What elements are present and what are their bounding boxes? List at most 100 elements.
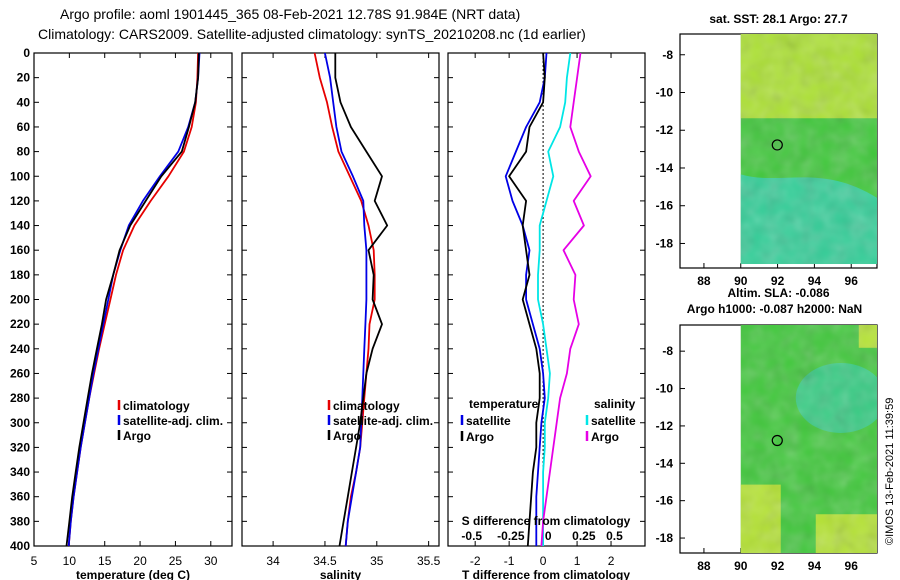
difference-xlabel: T difference from climatology bbox=[462, 568, 630, 580]
x-tick-label: 35 bbox=[370, 554, 384, 568]
temperature-series-argo bbox=[65, 52, 200, 547]
y-tick-label: 260 bbox=[10, 366, 30, 380]
y-tick-label: 0 bbox=[23, 46, 30, 60]
y-tick-label: 300 bbox=[10, 416, 30, 430]
title-line-1: Argo profile: aoml 1901445_365 08-Feb-20… bbox=[60, 6, 521, 22]
salinity-series-argo bbox=[334, 53, 389, 547]
x-tick-label: 1 bbox=[574, 554, 581, 568]
salinity-legend-1: satellite-adj. clim. bbox=[333, 414, 433, 428]
map-x-tick-label: 92 bbox=[771, 274, 785, 288]
map-x-tick-label: 90 bbox=[734, 559, 748, 573]
map-y-tick-label: -12 bbox=[656, 123, 674, 137]
argo-position-marker bbox=[771, 139, 783, 151]
s-tick-label: 0.25 bbox=[572, 529, 596, 543]
map-x-tick-label: 96 bbox=[845, 559, 859, 573]
map-x-tick-label: 90 bbox=[734, 274, 748, 288]
temperature-legend-2: Argo bbox=[123, 429, 151, 443]
difference-legend-s-satellite: satellite bbox=[591, 414, 636, 428]
y-tick-label: 20 bbox=[17, 71, 31, 85]
y-tick-label: 280 bbox=[10, 391, 30, 405]
salinity-series-satellite-adj-clim- bbox=[324, 52, 368, 547]
x-tick-label: 5 bbox=[31, 554, 38, 568]
map-y-tick-label: -14 bbox=[656, 456, 674, 470]
x-tick-label: -1 bbox=[504, 554, 515, 568]
temperature-frame bbox=[33, 52, 233, 547]
map-x-tick-label: 92 bbox=[771, 559, 785, 573]
y-tick-label: 340 bbox=[10, 465, 30, 479]
difference-series-satellite-salinity bbox=[537, 52, 572, 546]
x-tick-label: 20 bbox=[133, 554, 147, 568]
difference-legend-t-argo: Argo bbox=[466, 430, 494, 444]
x-tick-label: 30 bbox=[204, 554, 218, 568]
x-tick-label: -2 bbox=[470, 554, 481, 568]
x-tick-label: 35.5 bbox=[417, 554, 441, 568]
map-x-tick-label: 94 bbox=[808, 274, 822, 288]
y-tick-label: 360 bbox=[10, 490, 30, 504]
difference-xlabel-top: S difference from climatology bbox=[462, 514, 631, 528]
s-tick-label: -0.25 bbox=[497, 529, 525, 543]
argo-position-marker bbox=[771, 434, 783, 447]
sla_map-field bbox=[740, 325, 877, 553]
map-y-tick-label: -16 bbox=[656, 199, 674, 213]
salinity-legend-0: climatology bbox=[333, 399, 400, 413]
y-tick-label: 180 bbox=[10, 268, 30, 282]
difference-series-argo-temperature bbox=[508, 52, 546, 547]
sla_map-subtitle: Argo h1000: -0.087 h2000: NaN bbox=[687, 302, 862, 316]
difference-series-satellite-temperature bbox=[504, 52, 548, 546]
legend-temperature-heading: temperature bbox=[469, 397, 539, 411]
temperature-xlabel: temperature (deg C) bbox=[76, 568, 190, 580]
difference-series-argo-salinity bbox=[540, 52, 592, 547]
y-tick-label: 100 bbox=[10, 169, 30, 183]
y-tick-label: 200 bbox=[10, 293, 30, 307]
x-tick-label: 34.5 bbox=[313, 554, 337, 568]
map-y-tick-label: -8 bbox=[662, 344, 673, 358]
sst_map-texture bbox=[740, 34, 877, 264]
y-tick-label: 80 bbox=[17, 145, 31, 159]
map-x-tick-label: 94 bbox=[808, 559, 822, 573]
salinity-frame bbox=[241, 52, 440, 547]
map-y-tick-label: -18 bbox=[656, 236, 674, 250]
map-y-tick-label: -16 bbox=[656, 494, 674, 508]
map-y-tick-label: -12 bbox=[656, 419, 674, 433]
y-tick-label: 40 bbox=[17, 95, 31, 109]
difference-frame bbox=[447, 52, 646, 547]
temperature-legend-0: climatology bbox=[123, 399, 190, 413]
map-y-tick-label: -14 bbox=[656, 161, 674, 175]
map-y-tick-label: -18 bbox=[656, 531, 674, 545]
map-y-tick-label: -10 bbox=[656, 382, 674, 396]
x-tick-label: 10 bbox=[63, 554, 77, 568]
temperature-legend-1: satellite-adj. clim. bbox=[123, 414, 223, 428]
salinity-xlabel: salinity bbox=[320, 568, 362, 580]
y-tick-label: 160 bbox=[10, 243, 30, 257]
x-tick-label: 25 bbox=[169, 554, 183, 568]
map-x-tick-label: 96 bbox=[845, 274, 859, 288]
difference-legend-t-satellite: satellite bbox=[466, 414, 511, 428]
y-tick-label: 220 bbox=[10, 317, 30, 331]
s-tick-label: 0.5 bbox=[606, 529, 623, 543]
map-y-tick-label: -10 bbox=[656, 86, 674, 100]
temperature-series-climatology bbox=[67, 52, 199, 547]
y-tick-label: 120 bbox=[10, 194, 30, 208]
map-x-tick-label: 88 bbox=[697, 559, 711, 573]
x-tick-label: 2 bbox=[608, 554, 615, 568]
sla_map-title: Altim. SLA: -0.086 bbox=[727, 286, 829, 300]
x-tick-label: 34 bbox=[266, 554, 280, 568]
y-tick-label: 140 bbox=[10, 219, 30, 233]
s-tick-label: -0.5 bbox=[461, 529, 482, 543]
sst_map-field bbox=[740, 34, 877, 264]
title-line-2: Climatology: CARS2009. Satellite-adjuste… bbox=[38, 26, 586, 42]
x-tick-label: 0 bbox=[540, 554, 547, 568]
y-tick-label: 400 bbox=[10, 539, 30, 553]
legend-salinity-heading: salinity bbox=[594, 397, 636, 411]
difference-legend-s-argo: Argo bbox=[591, 430, 619, 444]
y-tick-label: 240 bbox=[10, 342, 30, 356]
map-y-tick-label: -8 bbox=[662, 48, 673, 62]
map-x-tick-label: 88 bbox=[697, 274, 711, 288]
sla_map-texture bbox=[740, 325, 877, 553]
x-tick-label: 15 bbox=[98, 554, 112, 568]
temperature-series-satellite-adj-clim- bbox=[67, 52, 201, 547]
sst_map-title: sat. SST: 28.1 Argo: 27.7 bbox=[709, 12, 848, 26]
salinity-legend-2: Argo bbox=[333, 429, 361, 443]
y-tick-label: 380 bbox=[10, 514, 30, 528]
